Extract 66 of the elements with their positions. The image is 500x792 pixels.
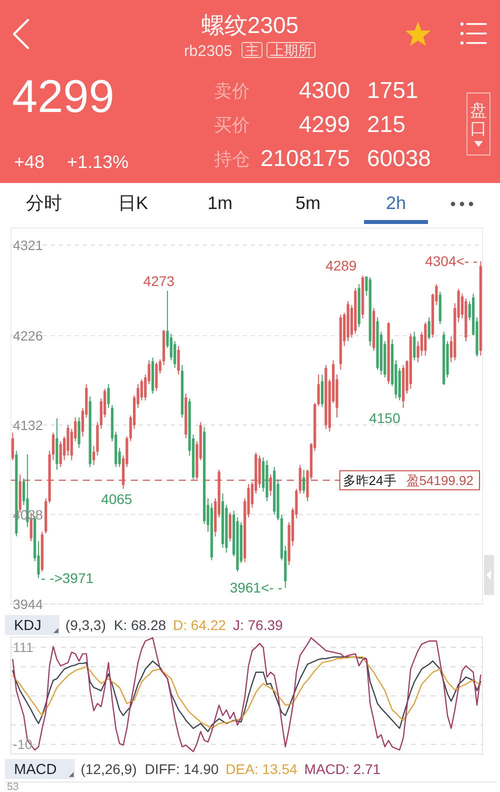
text: 1m — [207, 193, 233, 213]
y-tick-label: -10 — [12, 737, 32, 752]
text: 主 — [245, 42, 259, 58]
text: 盘口 — [470, 101, 487, 138]
text: 2108175 — [260, 145, 350, 171]
text: 分时 — [26, 193, 62, 213]
text: 螺纹2305 — [201, 12, 299, 38]
text: (12,26,9) — [80, 761, 137, 777]
y-tick-label: 4321 — [12, 238, 43, 253]
text: 5m — [295, 193, 321, 213]
text: 4299 — [12, 70, 114, 122]
annotation: 4289 — [326, 258, 357, 274]
line-series — [12, 637, 482, 752]
candlestick — [140, 378, 143, 401]
text: K: 68.28 — [114, 617, 166, 633]
text: DIFF: 14.90 — [144, 761, 219, 777]
candlestick — [11, 432, 14, 461]
text: 上期所 — [270, 42, 312, 58]
candlestick — [320, 374, 324, 408]
annotation: 4150 — [369, 410, 400, 426]
text: rb2305 — [184, 43, 232, 60]
chart-title: KDJ — [14, 618, 42, 634]
text: +1.13% — [67, 152, 129, 172]
text: 日K — [118, 193, 148, 213]
candlestick — [302, 469, 306, 494]
candlestick — [66, 424, 70, 456]
annotation: 4065 — [101, 490, 132, 507]
annotation: 3961<- - — [230, 579, 283, 596]
text: MACD: 2.71 — [304, 761, 381, 777]
y-tick-label: 4226 — [12, 328, 43, 344]
ref-line-label: 多昨24手 — [342, 472, 396, 488]
text: 4300 — [298, 77, 350, 103]
candlestick — [228, 512, 232, 542]
series-label: J: 76.39 — [232, 617, 283, 633]
text: 持仓 — [214, 149, 250, 169]
candlestick — [170, 333, 172, 361]
annotation: 4304<- - — [425, 252, 478, 269]
candlestick — [413, 331, 416, 361]
candlestick — [107, 384, 110, 408]
annotation: 4273 — [143, 272, 175, 289]
candlestick — [78, 416, 80, 448]
candlestick — [298, 464, 302, 494]
candlestick — [269, 474, 272, 496]
annotation: - ->3971 — [40, 570, 94, 586]
y-tick-label: 3944 — [12, 596, 44, 612]
text: DEA: 13.54 — [226, 761, 298, 777]
y-tick-label: 111 — [12, 640, 34, 656]
candlestick — [428, 316, 430, 340]
text: MACD — [14, 762, 57, 778]
annotation: 盈54199.92 — [406, 472, 474, 488]
candlestick — [177, 346, 180, 376]
text: 卖价 — [214, 81, 250, 101]
candlestick — [155, 362, 158, 392]
text: +48 — [14, 152, 45, 172]
chart-subtitle: (9,3,3) — [65, 617, 106, 633]
text: 1751 — [367, 77, 418, 103]
candlestick — [174, 340, 176, 368]
text: 2h — [386, 193, 406, 213]
text: D: 64.22 — [173, 617, 226, 633]
text: 60038 — [367, 145, 431, 171]
text: 215 — [367, 111, 406, 137]
text: 4299 — [298, 111, 350, 137]
candlestick — [59, 440, 62, 468]
text: 买价 — [214, 115, 250, 135]
text: 53 — [7, 781, 19, 792]
y-tick-label: 4132 — [12, 418, 43, 433]
